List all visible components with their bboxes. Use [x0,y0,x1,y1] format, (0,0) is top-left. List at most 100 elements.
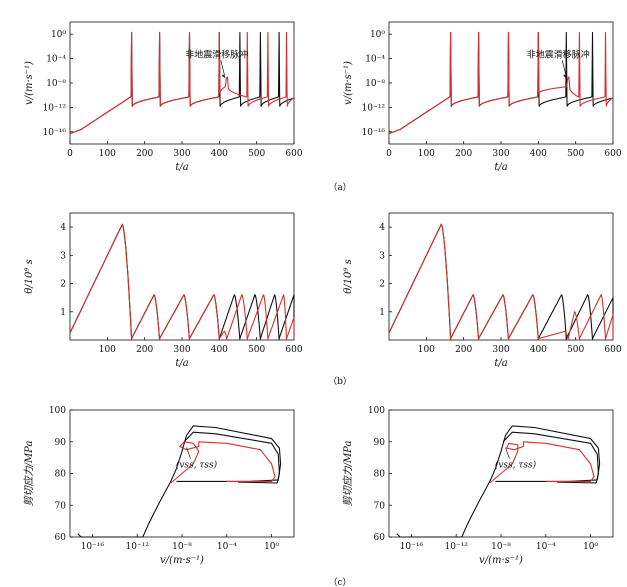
x-axis-label: v/(m·s⁻¹) [479,555,523,566]
annotation-arrow-line [220,60,226,77]
y-tick-label-0: 60 [374,533,386,543]
y-tick-label-2: 10⁻⁸ [365,79,385,89]
x-tick-label-1: 100 [418,149,435,159]
panel-c-right: 10⁻¹⁶ 10⁻¹² 10⁻⁸ 10⁻⁴ 10⁰ 60 70 80 90 100 v/(m·s⁻¹… [342,406,614,566]
steady-state-arrow [505,447,510,459]
x-tick-label-0: 100 [99,345,116,355]
caption-b: （b） [328,376,352,387]
x-tick-label-0: 10⁻¹⁶ [400,542,424,552]
y-tick-label-0: 10⁰ [370,30,385,40]
y-tick-label-0: 1 [379,308,385,318]
y-tick-label-3: 90 [374,438,386,448]
y-tick-label-3: 4 [379,223,385,233]
series-red-line [489,441,595,484]
x-tick-label-5: 500 [248,149,265,159]
x-tick-label-0: 0 [386,149,392,159]
y-axis-label: 剪切应力/MPa [342,441,354,507]
x-tick-label-6: 600 [285,149,302,159]
y-tick-label-0: 1 [60,308,66,318]
series-red-line [170,441,276,484]
y-tick-label-1: 10⁻⁴ [46,55,66,65]
y-tick-label-0: 10⁰ [51,30,66,40]
y-tick-label-2: 80 [374,470,386,480]
caption-a: （a） [328,182,351,193]
panel-b-left: 100 200 300 400 500 600 1 2 3 4 t/a θ/10⁹ s [24,212,303,369]
y-axis-label: 剪切应力/MPa [23,441,35,507]
x-tick-label-4: 500 [567,345,584,355]
annotation-arrow-line [561,60,567,77]
x-tick-label-4: 10⁰ [583,542,598,552]
x-axis-label: t/a [175,162,188,173]
panel-c-left: 10⁻¹⁶ 10⁻¹² 10⁻⁸ 10⁻⁴ 10⁰ 60 70 80 90 100 v/(m·s⁻¹… [23,406,295,566]
annotation-arrow-head [221,74,226,79]
x-axis-label: v/(m·s⁻¹) [160,555,204,566]
x-tick-label-2: 10⁻⁸ [172,542,192,552]
series-black-line [388,223,614,340]
x-axis-label: t/a [494,162,507,173]
x-tick-label-3: 400 [211,345,228,355]
y-tick-label-3: 10⁻¹² [43,103,67,113]
x-tick-label-3: 10⁻⁴ [217,542,237,552]
y-tick-label-1: 2 [379,280,385,290]
y-tick-label-1: 70 [55,501,67,511]
series-black-inner-line [502,431,599,484]
y-axis-label: θ/10⁹ s [343,259,354,293]
x-tick-label-4: 400 [211,149,228,159]
y-tick-label-3: 10⁻¹² [362,103,386,113]
plot-frame [388,212,614,341]
x-axis-label: t/a [175,358,188,369]
x-axis-label: t/a [494,358,507,369]
series-red-line [69,223,295,340]
x-tick-label-5: 600 [604,345,621,355]
x-tick-label-0: 0 [67,149,73,159]
x-tick-label-3: 300 [492,149,509,159]
y-tick-label-2: 3 [60,251,66,261]
y-tick-label-1: 2 [60,280,66,290]
y-axis-label: v/(m·s⁻¹) [343,61,354,105]
panel-a-left: 0 100 200 300 400 500 600 10⁰ 10⁻⁴ 10⁻⁸ 10⁻¹² 10⁻¹⁶… [24,21,303,173]
x-tick-label-2: 300 [173,345,190,355]
annotation-label: 非地震滑移脉冲 [527,48,590,60]
x-tick-label-3: 400 [530,345,547,355]
y-tick-label-4: 100 [49,406,66,416]
x-tick-label-4: 500 [248,345,265,355]
series-black-line [69,223,295,340]
y-tick-label-1: 70 [374,501,386,511]
y-tick-label-2: 80 [55,470,67,480]
y-axis-label: θ/10⁹ s [24,259,35,293]
x-tick-label-3: 300 [173,149,190,159]
x-tick-label-0: 10⁻¹⁶ [81,542,105,552]
plot-frame [69,212,295,341]
annotation-label: 非地震滑移脉冲 [185,48,248,60]
series-red-line [388,31,613,135]
x-tick-label-6: 600 [604,149,621,159]
y-axis-label: v/(m·s⁻¹) [24,61,35,105]
x-tick-label-2: 200 [136,149,153,159]
y-tick-label-1: 10⁻⁴ [365,55,385,65]
annotation-arrow-head [563,74,568,79]
x-tick-label-1: 10⁻¹² [444,542,468,552]
x-tick-label-2: 300 [492,345,509,355]
panel-a-right: 0 100 200 300 400 500 600 10⁰ 10⁻⁴ 10⁻⁸ 10⁻¹² 10⁻¹⁶… [343,21,622,173]
steady-state-label: (vss, τss) [176,460,218,471]
series-red-line [69,31,294,135]
x-tick-label-1: 100 [99,149,116,159]
x-tick-label-5: 500 [567,149,584,159]
y-tick-label-3: 4 [60,223,66,233]
series-red-line [388,223,614,340]
x-tick-label-3: 10⁻⁴ [536,542,556,552]
x-tick-label-1: 200 [136,345,153,355]
x-tick-label-0: 100 [418,345,435,355]
x-tick-label-4: 10⁰ [264,542,279,552]
series-black-inner-line [183,431,280,484]
y-tick-label-0: 60 [55,533,67,543]
x-tick-label-4: 400 [530,149,547,159]
steady-state-label: (vss, τss) [495,460,537,471]
x-tick-label-1: 10⁻¹² [125,542,149,552]
y-tick-label-2: 3 [379,251,385,261]
x-tick-label-5: 600 [285,345,302,355]
x-tick-label-2: 200 [455,149,472,159]
y-tick-label-3: 90 [55,438,67,448]
y-tick-label-4: 100 [368,406,385,416]
